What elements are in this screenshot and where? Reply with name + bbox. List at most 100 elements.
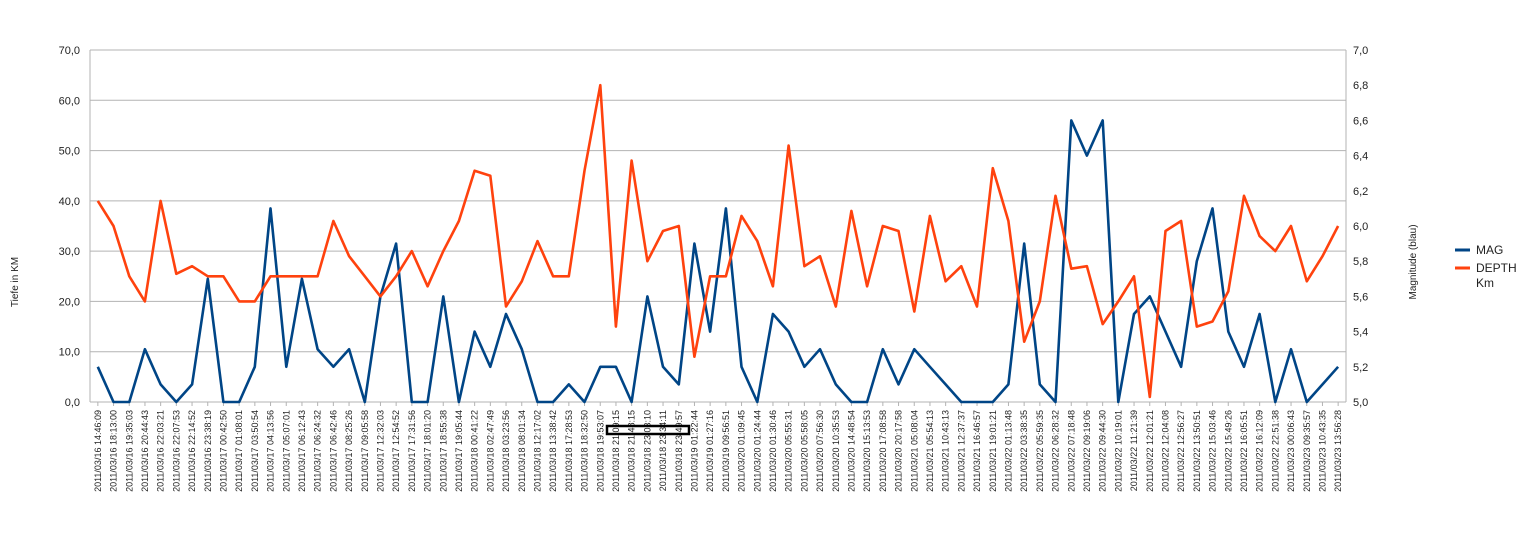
x-tick-label: 2011/03/17 06:24:32	[313, 410, 323, 492]
x-tick-label: 2011/03/22 06:28:32	[1051, 410, 1061, 492]
x-tick-label: 2011/03/22 15:49:26	[1223, 410, 1233, 492]
x-tick-label: 2011/03/17 12:54:52	[391, 410, 401, 492]
x-tick-label: 2011/03/22 01:13:48	[1003, 410, 1013, 492]
x-tick-label: 2011/03/19 01:27:16	[705, 410, 715, 492]
x-tick-label: 2011/03/17 09:05:58	[360, 410, 370, 492]
right-y-tick-label: 5,4	[1353, 327, 1368, 339]
x-tick-label: 2011/03/21 16:46:57	[972, 410, 982, 492]
right-y-tick-label: 5,2	[1353, 362, 1368, 374]
x-tick-label: 2011/03/21 12:37:37	[956, 410, 966, 492]
left-y-tick-label: 50,0	[59, 146, 80, 158]
gridlines	[90, 49, 1346, 403]
x-tick-label: 2011/03/20 17:08:58	[878, 410, 888, 492]
x-tick-label: 2011/03/16 22:14:52	[187, 410, 197, 492]
x-tick-label: 2011/03/20 15:13:53	[862, 410, 872, 492]
x-tick-label: 2011/03/17 17:31:56	[407, 410, 417, 492]
x-tick-label: 2011/03/20 01:30:46	[768, 410, 778, 492]
x-tick-label: 2011/03/23 10:43:35	[1317, 410, 1327, 492]
left-y-tick-label: 70,0	[59, 45, 80, 57]
x-tick-label: 2011/03/21 19:01:21	[988, 410, 998, 492]
right-y-tick-label: 7,0	[1353, 45, 1368, 57]
left-y-axis-title: Tiefe in KM	[10, 257, 21, 307]
series-line-depth	[96, 83, 1340, 399]
x-tick-label: 2011/03/22 03:38:35	[1019, 410, 1029, 492]
x-tick-label: 2011/03/22 09:19:06	[1082, 410, 1092, 492]
x-tick-label: 2011/03/22 12:01:21	[1145, 410, 1155, 492]
x-tick-label: 2011/03/17 05:07:01	[281, 410, 291, 492]
right-y-tick-label: 5,8	[1353, 256, 1368, 268]
x-tick-label: 2011/03/18 18:32:50	[580, 410, 590, 492]
legend-label-depth-line: DEPTH	[1476, 261, 1516, 275]
x-tick-label: 2011/03/20 07:56:30	[815, 410, 825, 492]
x-tick-label: 2011/03/17 08:25:26	[344, 410, 354, 492]
x-tick-label: 2011/03/22 16:05:51	[1239, 410, 1249, 492]
x-tick-label: 2011/03/18 08:01:34	[517, 410, 527, 492]
right-y-tick-label: 6,8	[1353, 80, 1368, 92]
left-y-tick-label: 0,0	[65, 397, 80, 409]
right-y-tick-label: 6,4	[1353, 151, 1368, 163]
right-y-tick-label: 5,6	[1353, 291, 1368, 303]
x-tick-label: 2011/03/23 09:35:57	[1302, 410, 1312, 492]
x-tick-label: 2011/03/21 05:08:04	[909, 410, 919, 492]
x-tick-label: 2011/03/18 23:34:11	[658, 410, 668, 491]
x-tick-label: 2011/03/17 04:13:56	[266, 410, 276, 492]
x-tick-label: 2011/03/18 13:38:42	[548, 410, 558, 492]
x-tick-label: 2011/03/22 22:51:38	[1270, 410, 1280, 492]
x-tick-label: 2011/03/22 09:44:30	[1098, 410, 1108, 492]
left-y-tick-label: 60,0	[59, 95, 80, 107]
x-tick-label: 2011/03/16 14:46:09	[93, 410, 103, 492]
x-tick-label: 2011/03/19 09:56:51	[721, 410, 731, 492]
x-tick-label: 2011/03/16 20:44:43	[140, 410, 150, 492]
x-tick-label: 2011/03/20 01:24:44	[752, 410, 762, 492]
left-y-tick-label: 10,0	[59, 347, 80, 359]
x-tick-label: 2011/03/16 23:38:19	[203, 410, 213, 492]
x-tick-label: 2011/03/23 13:56:28	[1333, 410, 1343, 492]
x-tick-label: 2011/03/17 03:50:54	[250, 410, 260, 492]
x-tick-label: 2011/03/22 16:12:09	[1255, 410, 1265, 492]
x-tick-label: 2011/03/20 14:48:54	[846, 410, 856, 492]
right-y-axis-title: Magnitude (blau)	[1408, 224, 1419, 299]
x-tick-label: 2011/03/22 05:59:35	[1035, 410, 1045, 492]
x-tick-label: 2011/03/16 22:07:53	[171, 410, 181, 492]
x-tick-label: 2011/03/17 18:55:38	[438, 410, 448, 492]
legend-label-mag: MAG	[1476, 243, 1503, 257]
right-y-tick-label: 5,0	[1353, 397, 1368, 409]
x-tick-label: 2011/03/17 12:32:03	[375, 410, 385, 492]
x-tick-label: 2011/03/21 10:43:13	[941, 410, 951, 492]
x-tick-label: 2011/03/18 21:48:15	[627, 410, 637, 492]
x-tick-label: 2011/03/17 06:42:46	[328, 410, 338, 492]
x-tick-label: 2011/03/21 05:54:13	[925, 410, 935, 492]
legend: MAG DEPTH Km	[1455, 243, 1516, 290]
x-tick-label: 2011/03/16 19:35:03	[124, 410, 134, 492]
legend-label-depth-line: Km	[1476, 276, 1494, 290]
x-tick-label: 2011/03/18 23:49:57	[674, 410, 684, 492]
highlight-box	[605, 424, 691, 436]
x-tick-label: 2011/03/19 01:22:44	[689, 410, 699, 492]
left-y-tick-label: 40,0	[59, 196, 80, 208]
x-tick-label: 2011/03/16 18:13:00	[109, 410, 119, 492]
axes	[89, 50, 1347, 402]
x-tick-label: 2011/03/22 10:19:01	[1113, 410, 1123, 492]
x-tick-label: 2011/03/20 20:17:58	[894, 410, 904, 492]
x-tick-label: 2011/03/22 07:18:48	[1066, 410, 1076, 492]
x-tick-label: 2011/03/22 12:56:27	[1176, 410, 1186, 492]
x-tick-label: 2011/03/16 22:03:21	[156, 410, 166, 492]
x-tick-label: 2011/03/18 21:09:15	[611, 410, 621, 492]
x-tick-label: 2011/03/22 13:50:51	[1192, 410, 1202, 492]
x-tick-label: 2011/03/23 00:06:43	[1286, 410, 1296, 492]
x-tick-label: 2011/03/20 01:09:45	[737, 410, 747, 492]
x-tick-label: 2011/03/22 15:03:46	[1208, 410, 1218, 492]
right-y-tick-label: 6,0	[1353, 221, 1368, 233]
x-tick-label: 2011/03/17 19:05:44	[454, 410, 464, 492]
x-tick-label: 2011/03/20 10:35:53	[831, 410, 841, 492]
x-tick-label: 2011/03/18 17:28:53	[564, 410, 574, 492]
x-tick-label: 2011/03/17 06:12:43	[297, 410, 307, 492]
right-y-tick-label: 6,2	[1353, 186, 1368, 198]
x-tick-label: 2011/03/17 18:01:20	[423, 410, 433, 492]
right-y-tick-label: 6,6	[1353, 115, 1368, 127]
legend-label-depth: DEPTH Km	[1476, 261, 1516, 290]
x-axis-ticks: 2011/03/16 14:46:09 2011/03/16 18:13:00 20…	[93, 402, 1343, 492]
x-tick-label: 2011/03/17 00:42:50	[218, 410, 228, 492]
